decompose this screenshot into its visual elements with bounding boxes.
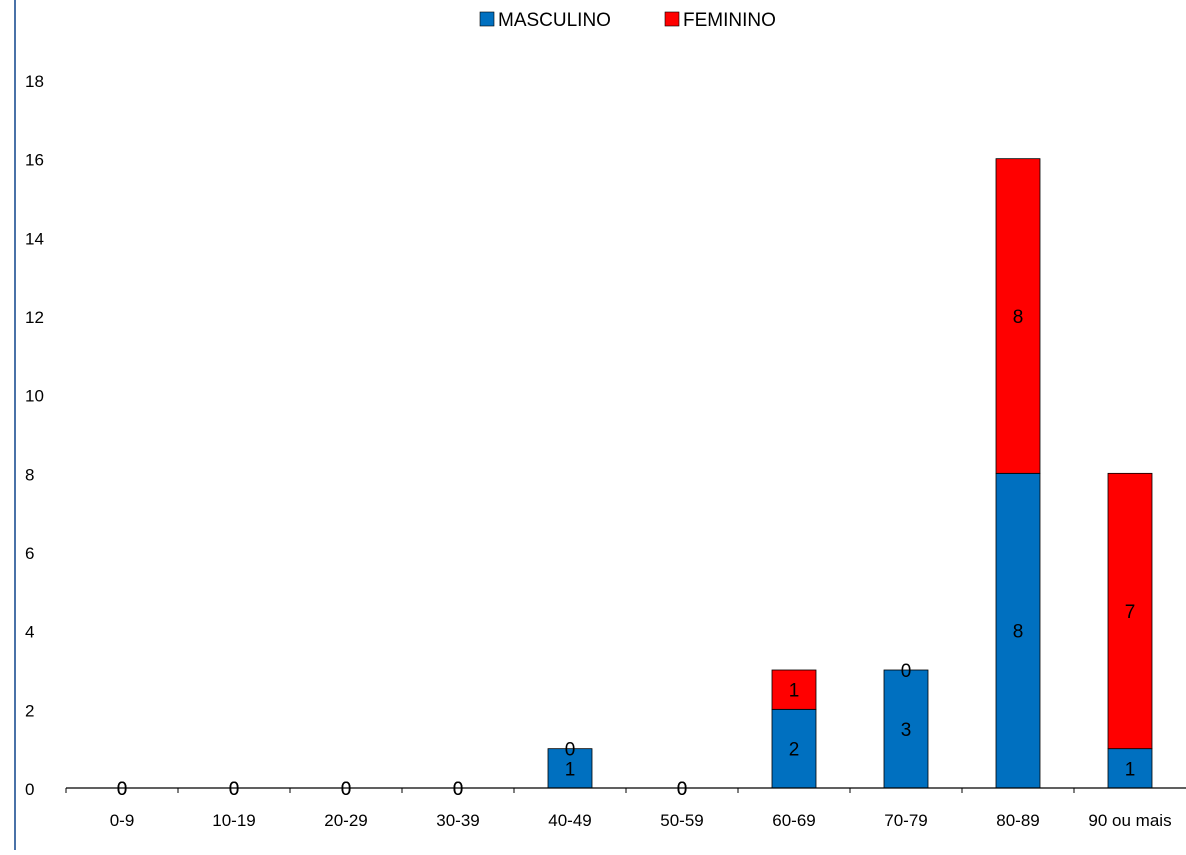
x-axis: 0-9 10-19 20-29 30-39 40-49 50-59 60-69 70-79 80… — [65, 787, 1186, 830]
y-axis: 0 2 4 6 8 10 12 14 16 18 — [25, 72, 44, 799]
y-tick-label-10: 10 — [25, 387, 44, 406]
legend-label-feminino: FEMININO — [683, 10, 776, 31]
data-label-feminino-0-9: 0 — [117, 779, 128, 800]
data-label-feminino-90-ou-mais: 7 — [1125, 602, 1136, 623]
x-tick-label-70-79: 70-79 — [884, 811, 927, 830]
data-label-feminino-80-89: 8 — [1013, 307, 1024, 328]
data-label-feminino-70-79: 0 — [901, 661, 912, 682]
legend-swatch-feminino — [664, 11, 680, 27]
x-tick-label-0-9: 0-9 — [110, 811, 135, 830]
x-tick-label-90-ou-mais: 90 ou mais — [1088, 811, 1171, 830]
data-label-feminino-60-69: 1 — [789, 681, 800, 702]
data-label-feminino-20-29: 0 — [341, 779, 352, 800]
bar-masculino-60-69 — [771, 708, 817, 789]
data-label-masculino-70-79: 3 — [901, 720, 912, 741]
y-tick-label-0: 0 — [25, 780, 34, 799]
legend-label-masculino: MASCULINO — [498, 10, 611, 31]
y-tick-label-4: 4 — [25, 623, 34, 642]
x-tick-label-50-59: 50-59 — [660, 811, 703, 830]
bar-masculino-40-49 — [547, 748, 593, 789]
bar-feminino-60-69 — [771, 669, 817, 710]
bar-masculino-80-89 — [995, 472, 1041, 789]
data-label-masculino-20-29: 0 — [341, 779, 352, 800]
data-label-feminino-40-49: 0 — [565, 740, 576, 761]
y-tick-label-16: 16 — [25, 151, 44, 170]
y-tick-label-12: 12 — [25, 308, 44, 327]
legend: MASCULINO FEMININO — [479, 10, 776, 31]
bar-masculino-70-79 — [883, 669, 929, 789]
x-tick-label-10-19: 10-19 — [212, 811, 255, 830]
left-border — [14, 0, 16, 850]
data-label-masculino-90-ou-mais: 1 — [1125, 759, 1136, 780]
bar-feminino-80-89 — [995, 158, 1041, 474]
y-tick-label-8: 8 — [25, 465, 34, 484]
y-tick-label-14: 14 — [25, 229, 44, 248]
y-tick-label-18: 18 — [25, 72, 44, 91]
x-tick-label-40-49: 40-49 — [548, 811, 591, 830]
legend-swatch-masculino — [479, 11, 495, 27]
bars — [547, 158, 1153, 789]
x-tick-label-60-69: 60-69 — [772, 811, 815, 830]
data-label-masculino-80-89: 8 — [1013, 622, 1024, 643]
data-label-feminino-30-39: 0 — [453, 779, 464, 800]
data-label-masculino-10-19: 0 — [229, 779, 240, 800]
data-label-feminino-50-59: 0 — [677, 779, 688, 800]
data-label-feminino-10-19: 0 — [229, 779, 240, 800]
y-tick-label-6: 6 — [25, 544, 34, 563]
x-tick-label-20-29: 20-29 — [324, 811, 367, 830]
data-label-masculino-60-69: 2 — [789, 740, 800, 761]
data-label-masculino-40-49: 1 — [565, 759, 576, 780]
bar-feminino-90-ou-mais — [1107, 472, 1153, 750]
x-tick-label-30-39: 30-39 — [436, 811, 479, 830]
data-label-masculino-0-9: 0 — [117, 779, 128, 800]
data-label-masculino-30-39: 0 — [453, 779, 464, 800]
y-tick-label-2: 2 — [25, 701, 34, 720]
x-tick-label-80-89: 80-89 — [996, 811, 1039, 830]
data-label-masculino-50-59: 0 — [677, 779, 688, 800]
